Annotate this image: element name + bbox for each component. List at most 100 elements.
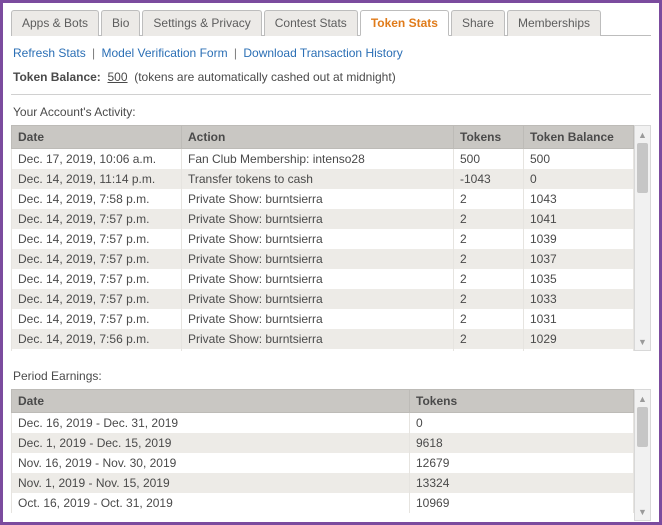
tab-contest-stats[interactable]: Contest Stats xyxy=(264,10,358,36)
cell-tokens: 12679 xyxy=(410,453,634,473)
action-links-row: Refresh Stats | Model Verification Form … xyxy=(11,36,651,68)
cell-action: Private Show: burntsierra xyxy=(182,349,454,351)
cell-date: Dec. 14, 2019, 7:56 p.m. xyxy=(12,349,182,351)
balance-value: 500 xyxy=(108,70,128,84)
activity-col-date: Date xyxy=(12,126,182,149)
cell-date: Dec. 14, 2019, 7:56 p.m. xyxy=(12,329,182,349)
table-row: Dec. 1, 2019 - Dec. 15, 20199618 xyxy=(12,433,634,453)
cell-action: Private Show: burntsierra xyxy=(182,189,454,209)
cell-date: Dec. 14, 2019, 7:57 p.m. xyxy=(12,309,182,329)
cell-balance: 1037 xyxy=(524,249,634,269)
cell-tokens: 2 xyxy=(454,209,524,229)
period-table-scroll: Date Tokens Dec. 16, 2019 - Dec. 31, 201… xyxy=(11,389,634,521)
table-row: Oct. 16, 2019 - Oct. 31, 201910969 xyxy=(12,493,634,513)
cell-tokens: 2 xyxy=(454,289,524,309)
tab-memberships[interactable]: Memberships xyxy=(507,10,601,36)
cell-tokens: 500 xyxy=(454,149,524,170)
cell-tokens: -1043 xyxy=(454,169,524,189)
cell-action: Transfer tokens to cash xyxy=(182,169,454,189)
cell-action: Private Show: burntsierra xyxy=(182,229,454,249)
scroll-down-icon[interactable]: ▼ xyxy=(635,333,650,350)
link-separator: | xyxy=(231,46,240,60)
cell-balance: 1039 xyxy=(524,229,634,249)
tab-token-stats[interactable]: Token Stats xyxy=(360,10,449,36)
scroll-track[interactable] xyxy=(635,143,650,333)
model-verification-link[interactable]: Model Verification Form xyxy=(102,46,228,60)
tab-apps-bots[interactable]: Apps & Bots xyxy=(11,10,99,36)
activity-heading: Your Account's Activity: xyxy=(11,105,651,125)
cell-balance: 500 xyxy=(524,149,634,170)
cell-action: Private Show: burntsierra xyxy=(182,309,454,329)
scroll-down-icon[interactable]: ▼ xyxy=(635,503,650,520)
scroll-thumb[interactable] xyxy=(637,407,648,447)
cell-date: Dec. 14, 2019, 7:57 p.m. xyxy=(12,229,182,249)
cell-date: Dec. 14, 2019, 11:14 p.m. xyxy=(12,169,182,189)
table-row: Nov. 16, 2019 - Nov. 30, 201912679 xyxy=(12,453,634,473)
cell-date: Dec. 17, 2019, 10:06 a.m. xyxy=(12,149,182,170)
balance-label: Token Balance: xyxy=(13,70,101,84)
refresh-stats-link[interactable]: Refresh Stats xyxy=(13,46,86,60)
cell-tokens: 2 xyxy=(454,309,524,329)
content-area: Apps & BotsBioSettings & PrivacyContest … xyxy=(3,3,659,521)
period-col-date: Date xyxy=(12,390,410,413)
period-heading: Period Earnings: xyxy=(11,369,651,389)
cell-balance: 0 xyxy=(524,169,634,189)
table-row: Nov. 1, 2019 - Nov. 15, 201913324 xyxy=(12,473,634,493)
cell-date: Dec. 16, 2019 - Dec. 31, 2019 xyxy=(12,413,410,434)
cell-action: Private Show: burntsierra xyxy=(182,269,454,289)
table-row: Dec. 14, 2019, 7:58 p.m.Private Show: bu… xyxy=(12,189,634,209)
cell-balance: 1031 xyxy=(524,309,634,329)
period-table: Date Tokens Dec. 16, 2019 - Dec. 31, 201… xyxy=(11,389,634,513)
table-row: Dec. 14, 2019, 7:57 p.m.Private Show: bu… xyxy=(12,209,634,229)
cell-tokens: 2 xyxy=(454,189,524,209)
period-col-tokens: Tokens xyxy=(410,390,634,413)
tab-share[interactable]: Share xyxy=(451,10,505,36)
table-row: Dec. 14, 2019, 7:57 p.m.Private Show: bu… xyxy=(12,309,634,329)
scroll-up-icon[interactable]: ▲ xyxy=(635,390,650,407)
download-history-link[interactable]: Download Transaction History xyxy=(243,46,402,60)
cell-date: Oct. 16, 2019 - Oct. 31, 2019 xyxy=(12,493,410,513)
period-scrollbar[interactable]: ▲ ▼ xyxy=(634,389,651,521)
table-row: Dec. 14, 2019, 7:56 p.m.Private Show: bu… xyxy=(12,329,634,349)
activity-col-action: Action xyxy=(182,126,454,149)
cell-tokens: 2 xyxy=(454,349,524,351)
cell-tokens: 10969 xyxy=(410,493,634,513)
activity-table-wrap: Date Action Tokens Token Balance Dec. 17… xyxy=(11,125,651,351)
table-row: Dec. 14, 2019, 11:14 p.m.Transfer tokens… xyxy=(12,169,634,189)
cell-balance: 1029 xyxy=(524,329,634,349)
scroll-thumb[interactable] xyxy=(637,143,648,193)
divider xyxy=(11,94,651,95)
activity-col-tokens: Tokens xyxy=(454,126,524,149)
link-separator: | xyxy=(89,46,98,60)
table-row: Dec. 14, 2019, 7:57 p.m.Private Show: bu… xyxy=(12,249,634,269)
table-row: Dec. 17, 2019, 10:06 a.m.Fan Club Member… xyxy=(12,149,634,170)
cell-action: Private Show: burntsierra xyxy=(182,209,454,229)
cell-tokens: 0 xyxy=(410,413,634,434)
cell-tokens: 13324 xyxy=(410,473,634,493)
scroll-up-icon[interactable]: ▲ xyxy=(635,126,650,143)
cell-balance: 1033 xyxy=(524,289,634,309)
table-row: Dec. 14, 2019, 7:56 p.m.Private Show: bu… xyxy=(12,349,634,351)
tab-settings-privacy[interactable]: Settings & Privacy xyxy=(142,10,261,36)
cell-action: Fan Club Membership: intenso28 xyxy=(182,149,454,170)
activity-table: Date Action Tokens Token Balance Dec. 17… xyxy=(11,125,634,351)
cell-date: Nov. 1, 2019 - Nov. 15, 2019 xyxy=(12,473,410,493)
scroll-track[interactable] xyxy=(635,407,650,503)
window-frame: Apps & BotsBioSettings & PrivacyContest … xyxy=(0,0,662,525)
token-balance-row: Token Balance: 500 (tokens are automatic… xyxy=(11,68,651,90)
cell-tokens: 2 xyxy=(454,229,524,249)
cell-balance: 1027 xyxy=(524,349,634,351)
tab-bio[interactable]: Bio xyxy=(101,10,140,36)
cell-action: Private Show: burntsierra xyxy=(182,249,454,269)
activity-col-balance: Token Balance xyxy=(524,126,634,149)
activity-scrollbar[interactable]: ▲ ▼ xyxy=(634,125,651,351)
cell-action: Private Show: burntsierra xyxy=(182,329,454,349)
table-row: Dec. 16, 2019 - Dec. 31, 20190 xyxy=(12,413,634,434)
cell-date: Dec. 1, 2019 - Dec. 15, 2019 xyxy=(12,433,410,453)
cell-date: Dec. 14, 2019, 7:57 p.m. xyxy=(12,249,182,269)
cell-date: Nov. 16, 2019 - Nov. 30, 2019 xyxy=(12,453,410,473)
table-row: Dec. 14, 2019, 7:57 p.m.Private Show: bu… xyxy=(12,269,634,289)
tab-bar: Apps & BotsBioSettings & PrivacyContest … xyxy=(11,9,651,36)
table-row: Dec. 14, 2019, 7:57 p.m.Private Show: bu… xyxy=(12,289,634,309)
cell-date: Dec. 14, 2019, 7:58 p.m. xyxy=(12,189,182,209)
